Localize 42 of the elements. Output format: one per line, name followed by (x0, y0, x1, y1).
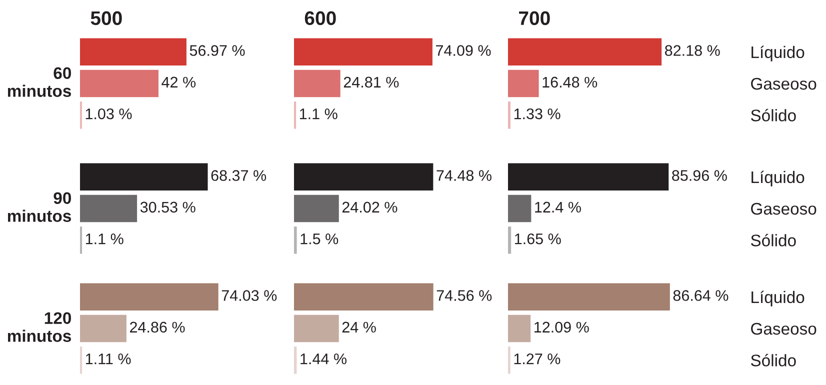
data-label: 74.56 % (436, 290, 492, 301)
data-label: 1.1 % (86, 234, 124, 244)
y-axis-title: 60 minutos (8, 67, 71, 97)
data-label: 56.97 % (190, 45, 245, 56)
y-tick-label: Líquido (752, 170, 804, 186)
data-label: 1.27 % (514, 353, 560, 364)
data-label: 24.02 % (342, 202, 398, 213)
data-label: 82.18 % (665, 45, 720, 56)
data-label: 16.48 % (542, 76, 598, 88)
data-label: 1.33 % (514, 108, 560, 120)
y-tick-label: Gaseoso (751, 78, 816, 90)
data-label: 74.48 % (436, 170, 492, 181)
data-label: 1.44 % (300, 354, 346, 364)
data-label: 86.64 % (673, 290, 728, 301)
y-tick-label: Sólido (750, 234, 796, 246)
data-label: 42 % (162, 76, 196, 88)
data-label: 1.11 % (86, 354, 131, 364)
y-axis-title: 90 minutos (8, 192, 71, 222)
data-label: 30.53 % (140, 202, 196, 213)
data-label: 1.5 % (300, 234, 338, 244)
y-axis-title: 120 minutos (8, 312, 71, 342)
data-label: 12.09 % (534, 322, 589, 333)
data-label: 1.65 % (515, 233, 561, 244)
data-label: 1.03 % (86, 108, 132, 120)
y-tick-label: Gaseoso (751, 322, 816, 335)
data-label: 74.09 % (436, 45, 491, 56)
data-label: 68.37 % (211, 170, 266, 181)
data-label: 24 % (342, 322, 376, 333)
data-label: 24.81 % (344, 76, 399, 88)
y-tick-label: Sólido (750, 108, 796, 122)
chart-title: 600 (304, 11, 336, 26)
data-label: 85.96 % (672, 170, 727, 181)
data-label: 12.4 % (535, 202, 581, 213)
data-label: 24.86 % (130, 322, 185, 333)
y-tick-label: Gaseoso (751, 202, 816, 215)
data-label: 1.1 % (300, 108, 338, 120)
chart-title: 500 (90, 11, 122, 26)
y-tick-label: Sólido (750, 354, 796, 366)
data-label: 74.03 % (222, 290, 277, 301)
y-tick-label: Líquido (752, 290, 804, 306)
chart-title: 700 (519, 11, 550, 26)
y-tick-label: Líquido (752, 46, 804, 62)
